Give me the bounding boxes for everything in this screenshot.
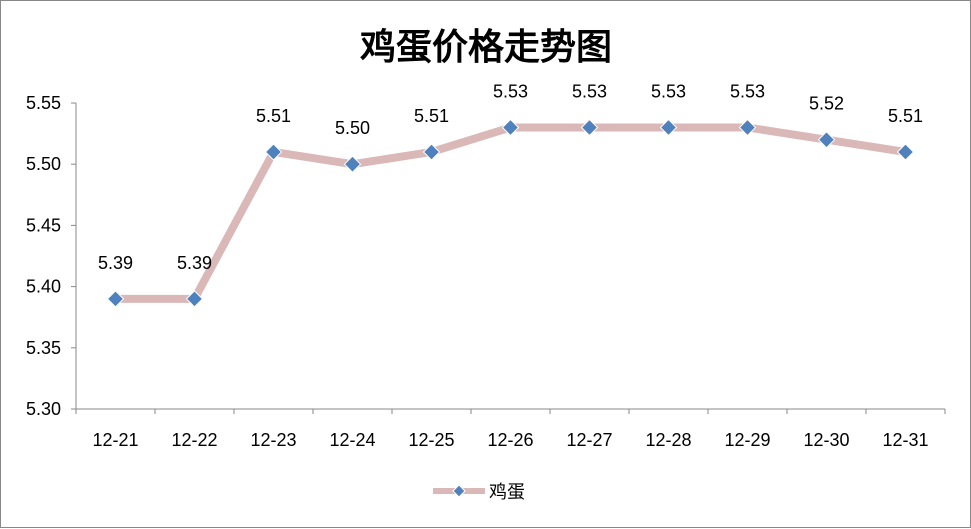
x-tick-label: 12-23 [250, 430, 296, 450]
x-tick-label: 12-31 [882, 430, 928, 450]
legend-diamond-marker [452, 484, 466, 498]
series-line-layer [111, 123, 910, 303]
data-label: 5.53 [572, 81, 607, 101]
data-label: 5.53 [651, 81, 686, 101]
data-label: 5.51 [414, 106, 449, 126]
x-tick-label: 12-26 [487, 430, 533, 450]
data-label: 5.52 [809, 94, 844, 114]
x-tick-label: 12-28 [645, 430, 691, 450]
series-line-eggs [111, 123, 910, 303]
axes [75, 103, 945, 410]
data-point-marker [343, 155, 362, 173]
data-label: 5.50 [335, 118, 370, 138]
data-label: 5.53 [493, 81, 528, 101]
data-point-marker [185, 290, 204, 308]
data-point-marker [738, 118, 757, 137]
series-markers [106, 118, 915, 308]
data-point-marker [422, 143, 441, 161]
data-point-marker [501, 118, 520, 137]
data-point-marker [106, 290, 125, 308]
y-tick-label: 5.45 [26, 215, 61, 235]
data-point-marker [264, 143, 283, 161]
data-labels: 5.39 5.39 5.51 5.50 5.51 5.53 5.53 5.53 5.53 5.52… [98, 81, 923, 272]
y-tick-label: 5.40 [26, 277, 61, 297]
y-tick-label: 5.50 [26, 154, 61, 174]
chart-title: 鸡蛋价格走势图 [360, 27, 612, 68]
y-tick-label: 5.35 [26, 338, 61, 358]
x-tick-label: 12-24 [329, 430, 375, 450]
data-label: 5.51 [256, 106, 291, 126]
data-point-marker [817, 131, 836, 149]
x-tick-label: 12-21 [92, 430, 138, 450]
y-tick-label: 5.30 [26, 399, 61, 419]
x-tick-label: 12-29 [724, 430, 770, 450]
x-tick-label: 12-22 [171, 430, 217, 450]
data-label: 5.51 [888, 106, 923, 126]
data-label: 5.39 [177, 253, 212, 273]
data-point-marker [896, 143, 915, 161]
data-point-marker [580, 118, 599, 137]
x-axis-ticks: 12-21 12-22 12-23 12-24 12-25 12-26 12-27 12-28… [75, 409, 946, 450]
legend-label: 鸡蛋 [489, 482, 525, 503]
y-tick-label: 5.55 [26, 93, 61, 113]
data-label: 5.53 [730, 81, 765, 101]
y-axis-ticks: 5.30 5.35 5.40 5.45 5.50 5.55 [26, 93, 76, 419]
data-label: 5.39 [98, 253, 133, 273]
x-tick-label: 12-30 [803, 430, 849, 450]
x-tick-label: 12-27 [566, 430, 612, 450]
legend: 鸡蛋 [433, 482, 525, 503]
data-point-marker [659, 118, 678, 137]
x-tick-label: 12-25 [408, 430, 454, 450]
